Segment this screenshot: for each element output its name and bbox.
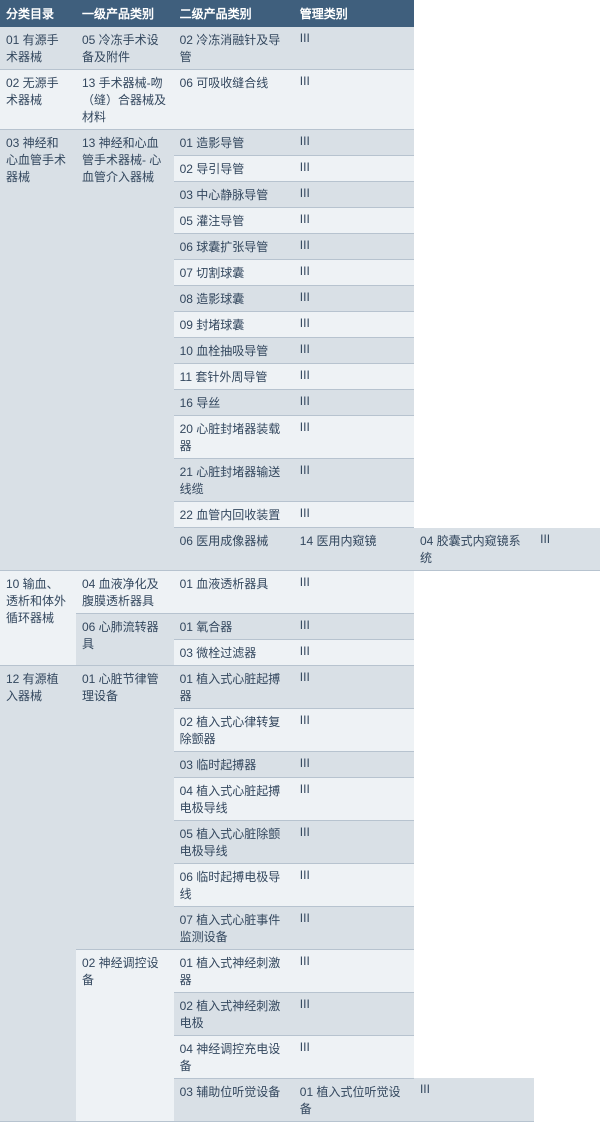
classification-table: 分类目录 一级产品类别 二级产品类别 管理类别 01 有源手术器械05 冷冻手术…	[0, 0, 600, 1122]
cell-mgmt: III	[294, 906, 414, 949]
cell-mgmt: III	[294, 949, 414, 992]
cell-level2: 06 临时起搏电极导线	[174, 863, 294, 906]
cell-category: 06 医用成像器械	[174, 528, 294, 571]
col-header-mgmt: 管理类别	[294, 0, 414, 27]
cell-level2: 03 微栓过滤器	[174, 639, 294, 665]
cell-level2: 05 植入式心脏除颤电极导线	[174, 820, 294, 863]
cell-level2: 11 套针外周导管	[174, 364, 294, 390]
cell-category: 03 神经和心血管手术器械	[0, 130, 76, 571]
col-header-level1: 一级产品类别	[76, 0, 174, 27]
cell-level2: 02 冷冻消融针及导管	[174, 27, 294, 70]
cell-category: 10 输血、透析和体外循环器械	[0, 570, 76, 665]
cell-mgmt: III	[294, 208, 414, 234]
cell-mgmt: III	[294, 1035, 414, 1078]
cell-level2: 01 造影导管	[174, 130, 294, 156]
cell-level2: 07 切割球囊	[174, 260, 294, 286]
cell-level2: 01 血液透析器具	[174, 570, 294, 613]
cell-mgmt: III	[294, 751, 414, 777]
cell-level2: 01 植入式神经刺激器	[174, 949, 294, 992]
table-row: 12 有源植入器械01 心脏节律管理设备01 植入式心脏起搏器III	[0, 665, 600, 708]
cell-mgmt: III	[294, 70, 414, 130]
table-row: 02 无源手术器械13 手术器械-吻（缝）合器械及材料06 可吸收缝合线III	[0, 70, 600, 130]
cell-level2: 08 造影球囊	[174, 286, 294, 312]
cell-level1: 13 手术器械-吻（缝）合器械及材料	[76, 70, 174, 130]
cell-level1: 06 心肺流转器具	[76, 613, 174, 665]
cell-level2: 03 中心静脉导管	[174, 182, 294, 208]
cell-mgmt: III	[294, 260, 414, 286]
cell-level2: 10 血栓抽吸导管	[174, 338, 294, 364]
cell-level1: 03 辅助位听觉设备	[174, 1078, 294, 1121]
table-row: 02 神经调控设备01 植入式神经刺激器III	[0, 949, 600, 992]
cell-mgmt: III	[294, 570, 414, 613]
cell-level2: 09 封堵球囊	[174, 312, 294, 338]
cell-level2: 04 植入式心脏起搏电极导线	[174, 777, 294, 820]
cell-category: 02 无源手术器械	[0, 70, 76, 130]
cell-mgmt: III	[294, 27, 414, 70]
cell-level2: 22 血管内回收装置	[174, 502, 294, 528]
cell-mgmt: III	[294, 416, 414, 459]
table-row: 01 有源手术器械05 冷冻手术设备及附件02 冷冻消融针及导管III	[0, 27, 600, 70]
cell-mgmt: III	[294, 502, 414, 528]
cell-mgmt: III	[294, 459, 414, 502]
cell-mgmt: III	[294, 286, 414, 312]
cell-level1: 13 神经和心血管手术器械- 心血管介入器械	[76, 130, 174, 571]
cell-mgmt: III	[294, 639, 414, 665]
col-header-category: 分类目录	[0, 0, 76, 27]
cell-level1: 02 神经调控设备	[76, 949, 174, 1121]
cell-level2: 02 植入式神经刺激电极	[174, 992, 294, 1035]
cell-mgmt: III	[294, 234, 414, 260]
cell-level2: 21 心脏封堵器输送线缆	[174, 459, 294, 502]
cell-level2: 06 球囊扩张导管	[174, 234, 294, 260]
cell-mgmt: III	[294, 338, 414, 364]
header-row: 分类目录 一级产品类别 二级产品类别 管理类别	[0, 0, 600, 27]
cell-level2: 01 植入式心脏起搏器	[174, 665, 294, 708]
cell-mgmt: III	[294, 156, 414, 182]
cell-mgmt: III	[294, 182, 414, 208]
cell-level2: 06 可吸收缝合线	[174, 70, 294, 130]
cell-mgmt: III	[294, 613, 414, 639]
cell-level2: 07 植入式心脏事件监测设备	[174, 906, 294, 949]
cell-mgmt: III	[294, 130, 414, 156]
cell-level2: 04 神经调控充电设备	[174, 1035, 294, 1078]
cell-level2: 20 心脏封堵器装载器	[174, 416, 294, 459]
cell-level1: 05 冷冻手术设备及附件	[76, 27, 174, 70]
cell-level2: 16 导丝	[174, 390, 294, 416]
cell-mgmt: III	[294, 820, 414, 863]
cell-level2: 01 植入式位听觉设备	[294, 1078, 414, 1121]
cell-mgmt: III	[294, 992, 414, 1035]
cell-mgmt: III	[534, 528, 600, 571]
cell-mgmt: III	[294, 364, 414, 390]
cell-level2: 03 临时起搏器	[174, 751, 294, 777]
table-row: 03 神经和心血管手术器械13 神经和心血管手术器械- 心血管介入器械01 造影…	[0, 130, 600, 156]
table-row: 06 心肺流转器具01 氧合器III	[0, 613, 600, 639]
cell-mgmt: III	[294, 312, 414, 338]
cell-level2: 04 胶囊式内窥镜系统	[414, 528, 534, 571]
cell-level2: 01 氧合器	[174, 613, 294, 639]
cell-level2: 05 灌注导管	[174, 208, 294, 234]
cell-mgmt: III	[294, 777, 414, 820]
col-header-level2: 二级产品类别	[174, 0, 294, 27]
table-body: 01 有源手术器械05 冷冻手术设备及附件02 冷冻消融针及导管III02 无源…	[0, 27, 600, 1121]
cell-mgmt: III	[294, 390, 414, 416]
cell-level1: 01 心脏节律管理设备	[76, 665, 174, 949]
cell-category: 12 有源植入器械	[0, 665, 76, 1121]
cell-mgmt: III	[414, 1078, 534, 1121]
cell-category: 01 有源手术器械	[0, 27, 76, 70]
cell-mgmt: III	[294, 863, 414, 906]
cell-level1: 14 医用内窥镜	[294, 528, 414, 571]
cell-mgmt: III	[294, 665, 414, 708]
cell-mgmt: III	[294, 708, 414, 751]
cell-level2: 02 导引导管	[174, 156, 294, 182]
table-row: 10 输血、透析和体外循环器械04 血液净化及腹膜透析器具01 血液透析器具II…	[0, 570, 600, 613]
cell-level1: 04 血液净化及腹膜透析器具	[76, 570, 174, 613]
cell-level2: 02 植入式心律转复除颤器	[174, 708, 294, 751]
